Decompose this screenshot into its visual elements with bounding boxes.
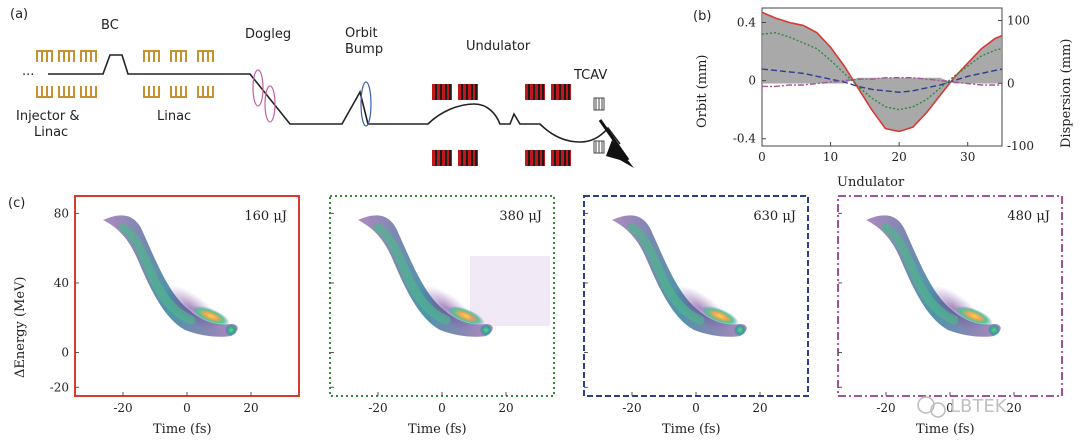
dogleg-ring-1 [252, 69, 264, 107]
orbit-envelope-fill [762, 12, 1002, 132]
linac-label: Linac [157, 109, 191, 124]
tcav-label: TCAV [573, 68, 607, 83]
spread-haze [470, 256, 550, 326]
beam-bunch-image [866, 215, 1001, 339]
c-xtick-label: -20 [622, 401, 641, 415]
injector-label-2: Linac [34, 125, 68, 140]
panel-b-xlabel: Undulator [837, 175, 905, 190]
watermark: LBTEK [917, 396, 1008, 418]
pulse-energy-label: 630 μJ [753, 209, 796, 224]
c-ytick-label: 80 [54, 206, 69, 220]
dogleg-ring-2 [264, 85, 276, 123]
panel-c-label: (c) [8, 196, 25, 211]
c-xtick-label: -20 [876, 401, 895, 415]
panel-c: (c) ΔEnergy (MeV) 160 μJ 80 40 0 -20 -20 0 20 Ti… [8, 195, 1063, 437]
orbit-bump-label-2: Bump [345, 42, 383, 57]
orbit-series-line-4 [762, 77, 1002, 88]
b-xtick-label: 30 [960, 150, 975, 164]
orbit-bump-ring [360, 81, 372, 127]
b-ytick-label-right: -100 [1007, 139, 1034, 153]
orbit-series-line-2 [761, 31, 1003, 111]
c-xtick-label: -20 [113, 401, 132, 415]
pulse-energy-label: 160 μJ [244, 209, 287, 224]
c-xlabel: Time (fs) [662, 422, 721, 437]
b-ytick-label-left: 0 [748, 74, 756, 88]
panel-a-label: (a) [10, 7, 28, 22]
heatmap-panel-4: 480 μJ -20 0 20 Time (fs) [837, 195, 1063, 437]
heatmap-panel-3: 630 μJ -20 0 20 Time (fs) [583, 195, 809, 437]
heatmap-panel-2: 380 μJ -20 0 20 Time (fs) [329, 195, 555, 437]
watermark-text: LBTEK [950, 396, 1008, 417]
c-xtick-label: -20 [368, 401, 387, 415]
b-xtick-label: 10 [823, 150, 838, 164]
bc-label: BC [101, 18, 119, 33]
injector-label-1: Injector & [16, 109, 80, 124]
c-xtick-label: 20 [498, 401, 513, 415]
panel-c-ylabel: ΔEnergy (MeV) [13, 277, 28, 379]
pulse-energy-label: 380 μJ [499, 209, 542, 224]
arrow-shaft [598, 119, 630, 161]
c-ytick-label: -20 [50, 380, 69, 394]
panel-a-schematic: (a) ··· BC Injector & Linac Linac Dogleg… [10, 7, 634, 168]
c-xtick-label: 0 [438, 401, 446, 415]
dots: ··· [22, 68, 34, 83]
panel-b-ylabel-right: Dispersion (mm) [1059, 39, 1074, 148]
c-ytick-label: 40 [54, 276, 69, 290]
beamline [48, 54, 621, 145]
undulator-label: Undulator [466, 39, 531, 54]
b-ytick-label-left: 0.4 [737, 16, 756, 30]
c-xlabel: Time (fs) [408, 422, 467, 437]
dogleg-label: Dogleg [245, 27, 291, 42]
c-xlabel: Time (fs) [916, 422, 975, 437]
panel-b-label: (b) [693, 9, 711, 24]
panel-b-plot-area [761, 11, 1003, 133]
c-ytick-label: 0 [61, 346, 69, 360]
c-xtick-label: 20 [1006, 401, 1021, 415]
orbit-series-line-1 [761, 11, 1003, 133]
c-xtick-label: 20 [243, 401, 258, 415]
b-ytick-label-right: 0 [1007, 76, 1015, 90]
beam-bunch-image [103, 215, 238, 339]
tcav-icon [593, 97, 605, 154]
undulator-magnets [432, 84, 571, 166]
b-ytick-label-left: -0.4 [733, 132, 757, 146]
panel-b-ylabel-left: Orbit (mm) [695, 54, 710, 128]
b-ytick-label-right: 100 [1007, 14, 1030, 28]
b-xtick-label: 20 [892, 150, 907, 164]
beam-bunch-image [612, 215, 747, 339]
b-xtick-label: 0 [758, 150, 766, 164]
pulse-energy-label: 480 μJ [1007, 209, 1050, 224]
c-xlabel: Time (fs) [153, 422, 212, 437]
beam-arrowhead [606, 140, 634, 168]
c-xtick-label: 0 [183, 401, 191, 415]
c-xtick-label: 0 [946, 401, 954, 415]
panel-c-plots: 160 μJ 80 40 0 -20 -20 0 20 Time (fs) 380 μJ -20 0 2… [50, 195, 1063, 437]
heatmap-panel-1: 160 μJ 80 40 0 -20 -20 0 20 Time (fs) [50, 195, 300, 437]
c-xtick-label: 20 [752, 401, 767, 415]
orbit-bump-label-1: Orbit [345, 26, 378, 41]
c-xtick-label: 0 [692, 401, 700, 415]
orbit-series-line-3 [761, 68, 1003, 93]
